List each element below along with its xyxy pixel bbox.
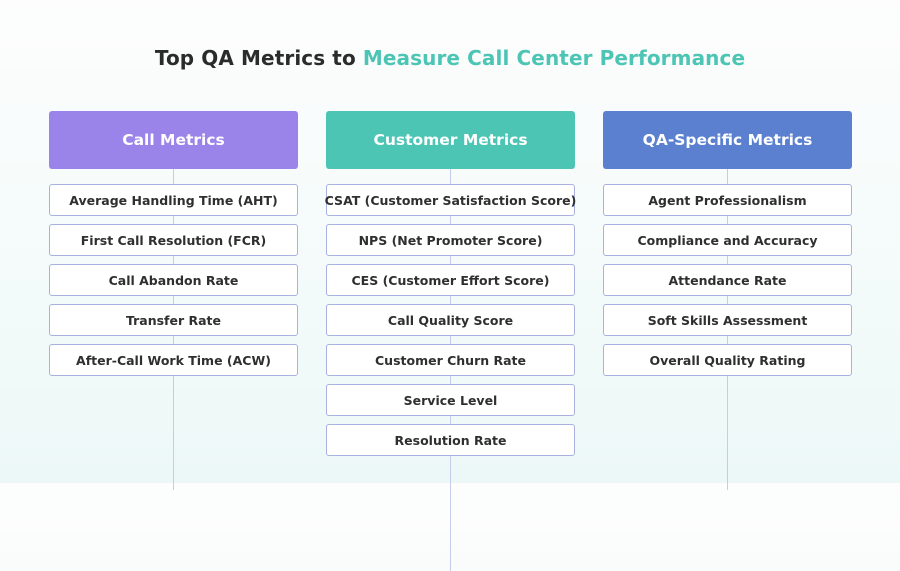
metric-nps: NPS (Net Promoter Score) [326,224,575,256]
metric-average-handling-time: Average Handling Time (AHT) [49,184,298,216]
metric-csat: CSAT (Customer Satisfaction Score) [325,184,576,216]
metric-customer-churn-rate: Customer Churn Rate [326,344,575,376]
metric-transfer-rate: Transfer Rate [49,304,298,336]
title-highlight: Measure Call Center Performance [362,46,746,70]
metric-first-call-resolution: First Call Resolution (FCR) [49,224,298,256]
column-customer-metrics: Customer Metrics CSAT (Customer Satisfac… [325,111,576,571]
metric-after-call-work-time: After-Call Work Time (ACW) [49,344,298,376]
metric-call-quality-score: Call Quality Score [326,304,575,336]
header-customer-metrics: Customer Metrics [326,111,575,169]
metric-agent-professionalism: Agent Professionalism [603,184,852,216]
metric-call-abandon-rate: Call Abandon Rate [49,264,298,296]
column-call-metrics: Call Metrics Average Handling Time (AHT)… [49,111,298,490]
page-title: Top QA Metrics to Measure Call Center Pe… [0,46,900,70]
header-call-metrics: Call Metrics [49,111,298,169]
header-qa-specific-metrics: QA-Specific Metrics [603,111,852,169]
metric-overall-quality-rating: Overall Quality Rating [603,344,852,376]
metric-resolution-rate: Resolution Rate [326,424,575,456]
metric-attendance-rate: Attendance Rate [603,264,852,296]
metric-ces: CES (Customer Effort Score) [326,264,575,296]
metric-service-level: Service Level [326,384,575,416]
column-qa-specific-metrics: QA-Specific Metrics Agent Professionalis… [603,111,852,490]
title-prefix: Top QA Metrics to [154,46,363,70]
metric-soft-skills-assessment: Soft Skills Assessment [603,304,852,336]
metric-compliance-and-accuracy: Compliance and Accuracy [603,224,852,256]
